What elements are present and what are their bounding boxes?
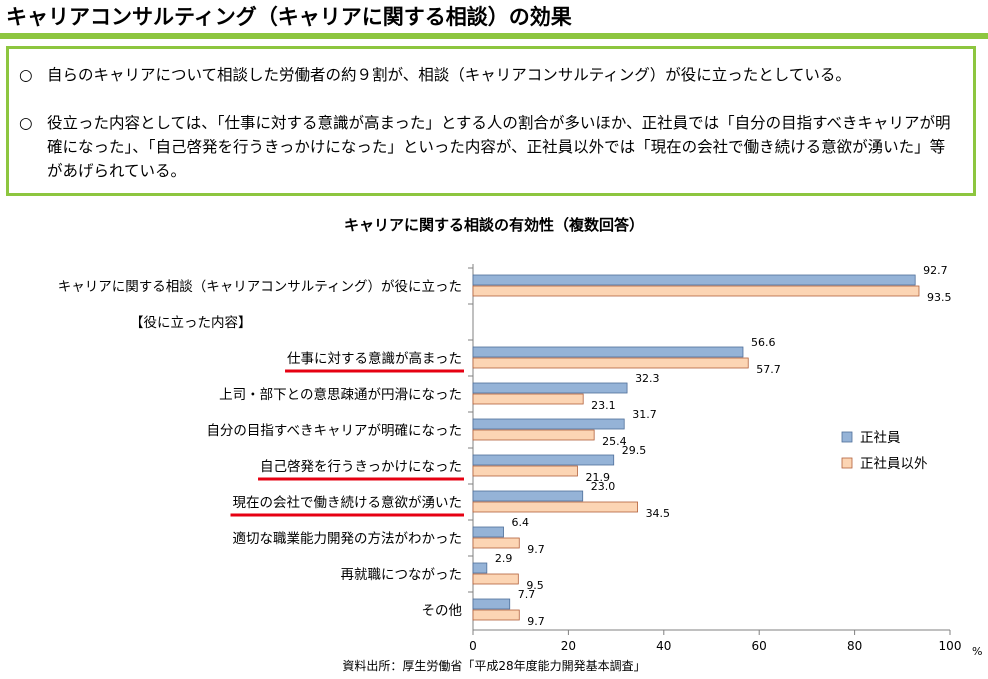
data-label-regular: 31.7: [632, 408, 657, 421]
category-label: 【役に立った内容】: [130, 314, 252, 331]
x-tick-label: 0: [469, 639, 477, 653]
summary-box: ○ 自らのキャリアについて相談した労働者の約９割が、相談（キャリアコンサルティン…: [6, 46, 976, 196]
data-label-regular: 7.7: [518, 588, 536, 601]
category-label: 仕事に対する意識が高まった: [287, 350, 462, 367]
category-label: 現在の会社で働き続ける意欲が湧いた: [233, 494, 463, 511]
x-tick-label: 60: [752, 639, 767, 653]
data-label-nonregular: 9.5: [526, 579, 544, 592]
bullet-text: 自らのキャリアについて相談した労働者の約９割が、相談（キャリアコンサルティング）…: [47, 66, 851, 84]
category-label: 再就職につながった: [341, 567, 463, 583]
bar-regular: [472, 274, 916, 286]
bar-nonregular: [472, 573, 519, 585]
summary-bullet: ○ 自らのキャリアについて相談した労働者の約９割が、相談（キャリアコンサルティン…: [19, 63, 959, 87]
x-tick-label: 80: [847, 639, 862, 653]
bar-regular: [472, 526, 504, 538]
data-label-nonregular: 93.5: [927, 291, 952, 304]
legend-swatch: [841, 457, 853, 469]
page-title: キャリアコンサルティング（キャリアに関する相談）の効果: [6, 5, 572, 29]
title-rule: [0, 33, 988, 39]
data-label-nonregular: 25.4: [602, 435, 627, 448]
data-label-regular: 2.9: [495, 552, 513, 565]
x-tick-label: 40: [656, 639, 671, 653]
bar-nonregular: [472, 537, 520, 549]
x-axis-unit: %: [972, 645, 983, 658]
bullet-text: 役立った内容としては、「仕事に対する意識が高まった」とする人の割合が多いほか、正…: [47, 114, 951, 180]
category-label: キャリアに関する相談（キャリアコンサルティング）が役に立った: [58, 279, 462, 295]
category-label: 適切な職業能力開発の方法がわかった: [233, 530, 463, 547]
category-label: その他: [422, 603, 463, 619]
bar-regular: [472, 382, 628, 394]
bar-nonregular: [472, 357, 749, 369]
data-label-nonregular: 21.9: [585, 471, 610, 484]
source-note: 資料出所：厚生労働省「平成28年度能力開発基本調査」: [342, 659, 646, 673]
data-label-nonregular: 34.5: [646, 507, 671, 520]
legend-label: 正社員以外: [860, 456, 928, 472]
bar-nonregular: [472, 393, 584, 405]
x-tick-label: 20: [561, 639, 576, 653]
bar-nonregular: [472, 501, 638, 513]
bar-nonregular: [472, 465, 578, 477]
data-label-regular: 56.6: [751, 336, 776, 349]
data-label-regular: 23.0: [591, 480, 616, 493]
bullet-mark: ○: [19, 114, 33, 132]
category-label: 自分の目指すべきキャリアが明確になった: [206, 423, 462, 439]
bar-regular: [472, 454, 615, 466]
bar-regular: [472, 490, 584, 502]
bar-nonregular: [472, 609, 520, 621]
bullet-mark: ○: [19, 66, 33, 84]
data-label-nonregular: 9.7: [527, 543, 545, 556]
bar-regular: [472, 562, 488, 574]
data-label-regular: 92.7: [923, 264, 948, 277]
data-label-regular: 29.5: [622, 444, 647, 457]
bar-regular: [472, 418, 625, 430]
chart-title: キャリアに関する相談の有効性（複数回答）: [343, 216, 644, 234]
legend-swatch: [841, 431, 853, 443]
bar-nonregular: [472, 429, 595, 441]
bar-nonregular: [472, 285, 920, 297]
data-label-regular: 32.3: [635, 372, 660, 385]
data-label-nonregular: 23.1: [591, 399, 616, 412]
bar-regular: [472, 598, 511, 610]
category-label: 自己啓発を行うきっかけになった: [260, 459, 462, 475]
data-label-nonregular: 57.7: [756, 363, 781, 376]
x-tick-label: 100: [939, 639, 962, 653]
legend-label: 正社員: [860, 430, 901, 446]
data-label-regular: 6.4: [512, 516, 530, 529]
bar-regular: [472, 346, 744, 358]
data-label-nonregular: 9.7: [527, 615, 545, 628]
summary-bullet: ○ 役立った内容としては、「仕事に対する意識が高まった」とする人の割合が多いほか…: [19, 111, 959, 183]
category-label: 上司・部下との意思疎通が円滑になった: [219, 386, 462, 403]
